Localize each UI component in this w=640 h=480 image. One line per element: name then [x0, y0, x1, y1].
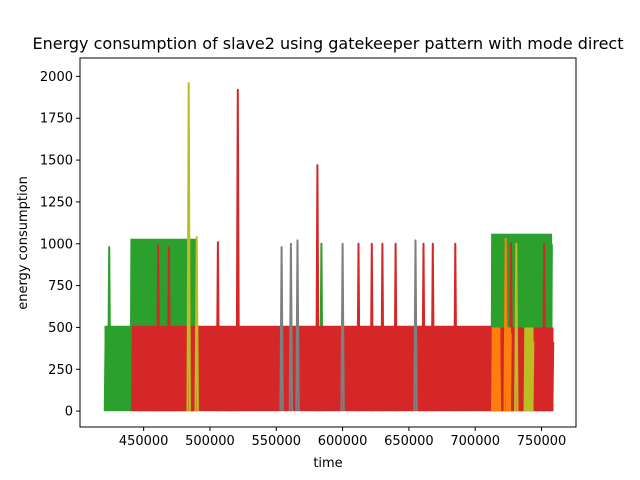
y-axis-ticks: 0 250 500 750 1000 1250 1500 1750 2000	[40, 70, 80, 420]
series-3-spike-1	[194, 236, 199, 412]
y-tick-label: 500	[48, 321, 73, 336]
series-2-band-0-trace	[491, 329, 502, 412]
series-2	[491, 237, 512, 412]
axes-frame	[79, 57, 577, 428]
x-tick-label: 500000	[185, 434, 235, 449]
series-0-spike-0	[107, 246, 112, 412]
series-3-band-0-trace	[523, 332, 535, 412]
series-2-band-1-trace	[506, 333, 512, 412]
x-tick-label: 550000	[251, 434, 301, 449]
series-1-spike-11	[453, 242, 458, 412]
y-axis-label: energy consumption	[16, 176, 31, 310]
x-axis-label: time	[313, 456, 342, 471]
series-1-spike-9	[421, 242, 426, 412]
series-4-spike-4	[413, 239, 418, 412]
series-1-spike-4	[315, 164, 320, 412]
series-1-spike-2	[215, 241, 221, 412]
y-tick-label: 0	[65, 405, 73, 420]
series-3	[186, 82, 535, 412]
chart-title: Energy consumption of slave2 using gatek…	[33, 34, 624, 53]
series-2-spike-0	[503, 237, 508, 412]
x-tick-label: 700000	[450, 434, 500, 449]
x-tick-label: 600000	[318, 434, 368, 449]
series-1-spike-7	[380, 242, 385, 412]
y-tick-label: 1750	[40, 112, 73, 127]
series-4	[279, 239, 418, 412]
x-tick-label: 650000	[384, 434, 434, 449]
series-layer	[103, 82, 555, 412]
series-1-spike-8	[393, 242, 398, 412]
series-1-spike-10	[430, 242, 435, 412]
series-1-spike-5	[356, 242, 361, 412]
x-tick-label: 450000	[119, 434, 169, 449]
series-3-spike-0	[186, 82, 191, 412]
series-1-spike-3	[235, 88, 240, 412]
series-1-spike-13	[542, 242, 547, 412]
y-tick-label: 1500	[40, 154, 73, 169]
series-3-spike-2	[514, 242, 519, 412]
y-tick-label: 750	[48, 279, 73, 294]
series-1-spike-6	[369, 242, 374, 412]
series-1-spike-1	[166, 246, 172, 412]
series-4-spike-2	[295, 239, 300, 412]
x-axis-ticks: 450000 500000 550000 600000 650000 700000 7500…	[119, 427, 567, 449]
series-4-spike-1	[288, 242, 294, 412]
series-4-spike-3	[340, 242, 345, 412]
y-tick-label: 250	[48, 363, 73, 378]
series-4-spike-0	[279, 246, 284, 412]
y-tick-label: 1000	[40, 237, 73, 252]
x-tick-label: 750000	[517, 434, 567, 449]
plot-area	[79, 57, 577, 428]
y-tick-label: 2000	[40, 70, 73, 85]
y-tick-label: 1250	[40, 195, 73, 210]
series-1-spike-0	[156, 244, 161, 412]
series-1	[130, 88, 555, 412]
series-1-band-0-trace	[130, 325, 492, 412]
